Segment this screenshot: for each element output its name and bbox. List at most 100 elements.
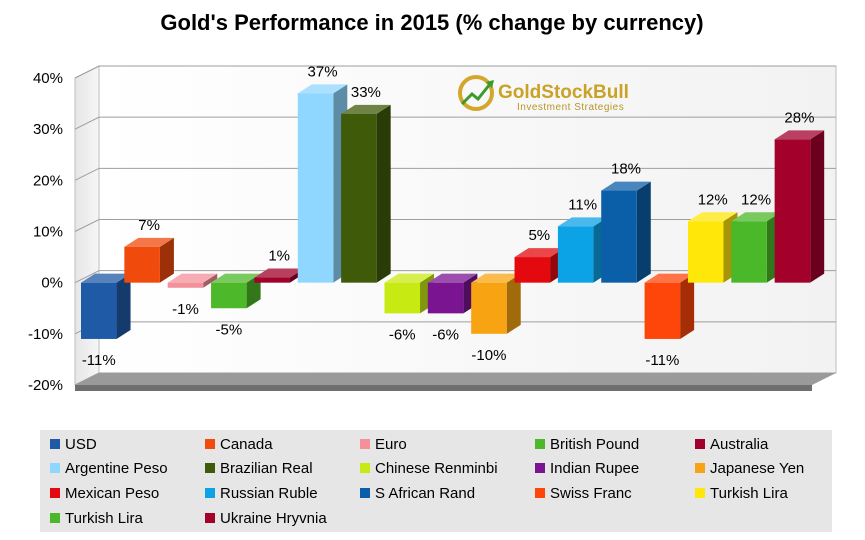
- bar-usd: [81, 273, 131, 339]
- floor-top: [75, 373, 836, 385]
- legend-item: S African Rand: [360, 485, 475, 502]
- bar-canada: [124, 237, 174, 283]
- bar-turkish-lira: [687, 212, 738, 283]
- legend-label: Brazilian Real: [220, 460, 313, 477]
- bar-japanese-yen: [471, 273, 521, 334]
- legend: USD Canada Euro British Pound Australia Argen…: [50, 436, 804, 527]
- data-label: -11%: [82, 352, 116, 369]
- legend-item: Euro: [360, 436, 407, 453]
- y-tick-label: 0%: [41, 275, 63, 292]
- legend-item: Canada: [205, 436, 273, 453]
- legend-swatch: [695, 463, 705, 473]
- legend-item: Argentine Peso: [50, 460, 168, 477]
- plot-floor: [75, 373, 836, 391]
- data-label: 12%: [741, 191, 771, 208]
- legend-label: Japanese Yen: [710, 460, 804, 477]
- bar-indian-rupee: [427, 273, 478, 314]
- data-label: 5%: [528, 227, 550, 244]
- legend-label: Turkish Lira: [710, 485, 788, 502]
- legend-item: Australia: [695, 436, 769, 453]
- logo-ring-icon: [458, 75, 494, 111]
- y-tick-label: 30%: [33, 121, 63, 138]
- goldstockbull-logo: GoldStockBull Investment Strategies: [458, 75, 629, 113]
- bar-british-pound: [211, 273, 261, 309]
- logo-name: GoldStockBull: [498, 82, 629, 103]
- bar-euro: [167, 273, 218, 288]
- data-label: 12%: [698, 191, 728, 208]
- bar-turkish-lira: [731, 212, 781, 283]
- y-tick-label: 10%: [33, 224, 63, 241]
- legend-label: Swiss Franc: [550, 485, 632, 502]
- data-label: 1%: [268, 248, 290, 265]
- legend-label: Argentine Peso: [65, 460, 168, 477]
- legend-label: Chinese Renminbi: [375, 460, 498, 477]
- legend-swatch: [360, 439, 370, 449]
- legend-swatch: [50, 488, 60, 498]
- legend-label: Turkish Lira: [65, 510, 143, 527]
- legend-item: British Pound: [535, 436, 639, 453]
- logo-arrow-icon: [460, 83, 492, 106]
- bar-swiss-franc: [644, 273, 695, 339]
- legend-item: Indian Rupee: [535, 460, 639, 477]
- y-tick-label: 20%: [33, 172, 63, 189]
- gridline: [74, 65, 836, 79]
- data-label: 28%: [784, 109, 814, 126]
- legend-item: Turkish Lira: [695, 485, 788, 502]
- data-label: 18%: [611, 161, 641, 178]
- legend-label: Australia: [710, 436, 769, 453]
- legend-item: USD: [50, 436, 97, 453]
- bar-brazilian-real: [341, 104, 391, 283]
- data-label: -5%: [215, 321, 242, 338]
- legend-swatch: [360, 488, 370, 498]
- bar-ukraine-hryvnia: [774, 130, 825, 283]
- legend-swatch: [535, 439, 545, 449]
- legend-item: Swiss Franc: [535, 485, 632, 502]
- data-label: 11%: [568, 196, 597, 213]
- legend-swatch: [205, 488, 215, 498]
- legend-label: S African Rand: [375, 485, 475, 502]
- legend-swatch: [50, 439, 60, 449]
- chart-title: Gold's Performance in 2015 (% change by …: [160, 10, 703, 35]
- logo-arrowhead-icon: [486, 80, 494, 88]
- data-label: -6%: [432, 326, 459, 343]
- floor-front: [75, 385, 812, 391]
- gridline: [74, 167, 836, 181]
- legend-swatch: [535, 463, 545, 473]
- data-label: 7%: [138, 217, 160, 234]
- legend-label: Mexican Peso: [65, 485, 159, 502]
- legend-label: Canada: [220, 436, 273, 453]
- y-tick-label: -10%: [28, 326, 63, 343]
- legend-swatch: [50, 513, 60, 523]
- gridline: [74, 116, 836, 130]
- data-label: 33%: [351, 84, 381, 101]
- legend-label: Euro: [375, 436, 407, 453]
- y-tick-label: 40%: [33, 70, 63, 87]
- y-axis-ticks: -20% -10% 0% 10% 20% 30% 40%: [28, 70, 63, 394]
- legend-label: Indian Rupee: [550, 460, 639, 477]
- legend-item: Chinese Renminbi: [360, 460, 498, 477]
- legend-swatch: [360, 463, 370, 473]
- bars: [81, 84, 825, 339]
- data-label: -10%: [471, 347, 506, 364]
- legend-swatch: [50, 463, 60, 473]
- legend-item: Turkish Lira: [50, 510, 143, 527]
- bar-chinese-renminbi: [384, 273, 435, 314]
- bar-russian-ruble: [557, 217, 608, 283]
- legend-swatch: [535, 488, 545, 498]
- legend-item: Japanese Yen: [695, 460, 804, 477]
- legend-item: Mexican Peso: [50, 485, 159, 502]
- data-label: 37%: [308, 63, 338, 80]
- data-labels: -11% 7% -1% -5% 1% 37% 33% -6% -6% -10% 5% 11% 18% -1…: [82, 63, 815, 369]
- data-label: -11%: [645, 352, 679, 369]
- legend-label: USD: [65, 436, 97, 453]
- legend-label: British Pound: [550, 436, 639, 453]
- legend-item: Ukraine Hryvnia: [205, 510, 327, 527]
- y-tick-label: -20%: [28, 377, 63, 394]
- legend-item: Russian Ruble: [205, 485, 318, 502]
- legend-swatch: [205, 513, 215, 523]
- legend-item: Brazilian Real: [205, 460, 313, 477]
- legend-label: Ukraine Hryvnia: [220, 510, 327, 527]
- data-label: -6%: [389, 326, 416, 343]
- legend-swatch: [205, 463, 215, 473]
